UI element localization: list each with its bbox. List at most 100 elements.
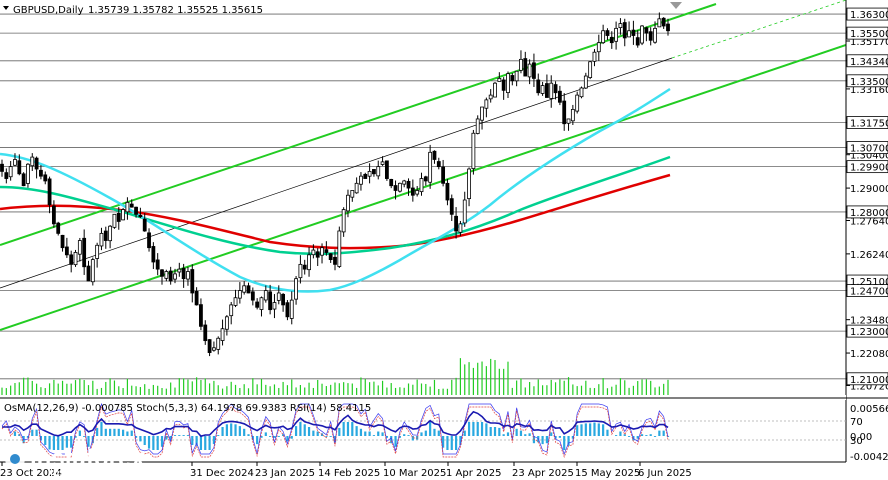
candle-body <box>95 244 100 259</box>
candle-body <box>333 256 337 265</box>
level-label: 1.23000 <box>850 327 888 338</box>
candle-body <box>129 203 134 208</box>
level-label: 1.34340 <box>850 57 888 68</box>
upper-channel-line <box>0 3 717 246</box>
candle-body <box>60 234 65 249</box>
candle-body <box>64 246 69 256</box>
candle-body <box>34 157 39 170</box>
logo-subtext: Instant Forex Trading <box>50 467 154 479</box>
level-box <box>846 116 888 129</box>
oscillator-axis: 0.005662 70 300.00 -0.004215 <box>850 404 888 463</box>
candle-body <box>480 106 484 121</box>
candle-body <box>384 160 389 179</box>
candle-body <box>445 182 450 201</box>
candle-body <box>359 175 363 185</box>
candle-body <box>155 259 160 270</box>
candle-body <box>77 240 82 255</box>
candle-body <box>168 270 173 282</box>
candle-body <box>415 190 420 195</box>
candle-body <box>428 151 433 183</box>
level-label: 1.35500 <box>850 29 888 40</box>
price-tick-label: 1.27640 <box>850 217 888 228</box>
candle-body <box>449 198 454 215</box>
candle-body <box>268 291 273 311</box>
candle-body <box>592 51 597 62</box>
candle-body <box>497 78 502 82</box>
candle-body <box>618 23 623 29</box>
rsi-line <box>2 410 669 438</box>
level-label: 1.30700 <box>850 144 888 155</box>
osc-tick-label: 30 <box>850 436 863 447</box>
candle-body <box>82 237 87 268</box>
candle-body <box>454 215 458 232</box>
level-label: 1.31750 <box>850 119 888 130</box>
level-label: 1.24700 <box>850 287 888 298</box>
candle-body <box>177 268 182 273</box>
candle-body <box>255 301 260 308</box>
candle-body <box>259 297 264 310</box>
price-tick-label: 1.23480 <box>850 316 888 327</box>
candle-body <box>13 159 17 166</box>
level-lines <box>0 13 846 380</box>
candle-body <box>493 82 497 98</box>
candle-body <box>579 87 584 98</box>
candle-body <box>510 75 515 82</box>
candle-body <box>402 180 407 185</box>
candle-body <box>121 209 125 221</box>
candle-body <box>294 278 298 300</box>
candle-body <box>311 249 316 256</box>
candle-body <box>475 118 480 134</box>
candle-body <box>199 304 203 327</box>
level-box <box>846 372 888 386</box>
candle-body <box>138 214 143 218</box>
time-tick-label: 23 Apr 2025 <box>512 468 574 479</box>
dropdown-arrow-icon[interactable] <box>3 6 9 10</box>
time-axis: 23 Oct 2024 31 Dec 2024 23 Jan 2025 14 Feb … <box>0 462 692 479</box>
volume-bars <box>1 358 669 395</box>
candle-body <box>289 299 294 319</box>
candle-body <box>203 324 208 342</box>
candle-body <box>389 178 394 187</box>
candle-body <box>423 176 428 182</box>
candle-body <box>527 63 532 78</box>
candle-body <box>372 169 376 175</box>
osc-tick-label: 0.005662 <box>850 404 888 415</box>
candle-body <box>56 222 61 234</box>
candle-body <box>47 178 52 206</box>
candle-body <box>112 213 117 228</box>
candle-body <box>540 85 545 94</box>
candle-body <box>337 230 342 267</box>
candle-body <box>99 232 104 247</box>
time-tick-label: 6 Jun 2025 <box>638 468 692 479</box>
candle-body <box>116 212 121 222</box>
candle-body <box>441 166 446 184</box>
instaforex-logo: instaforex Instant Forex Trading <box>5 445 154 479</box>
candle-body <box>69 254 74 265</box>
candle-body <box>562 100 567 125</box>
candle-body <box>285 302 290 318</box>
candle-body <box>609 36 614 44</box>
candle-body <box>648 31 653 41</box>
candle-body <box>501 79 506 91</box>
candle-body <box>363 173 368 179</box>
candle-body <box>263 290 268 301</box>
symbol-label: GBPUSD,Daily <box>13 5 84 16</box>
candle-body <box>488 94 493 100</box>
level-box <box>846 7 888 21</box>
time-tick-label: 23 Jan 2025 <box>255 468 315 479</box>
candle-body <box>237 290 242 299</box>
stoch-signal-line <box>1 405 669 459</box>
candle-body <box>181 267 186 280</box>
candle-body <box>0 163 4 172</box>
candle-body <box>622 22 627 39</box>
candle-body <box>553 84 558 94</box>
level-label: 1.25100 <box>850 277 888 288</box>
candle-body <box>103 230 108 241</box>
candle-body <box>354 182 359 194</box>
osc-tick-label: 0.00 <box>850 432 872 443</box>
candle-body <box>644 27 649 34</box>
candle-body <box>73 252 78 266</box>
candle-body <box>216 337 221 350</box>
osc-tick-label: 70 <box>850 417 863 428</box>
candle-body <box>341 209 346 233</box>
